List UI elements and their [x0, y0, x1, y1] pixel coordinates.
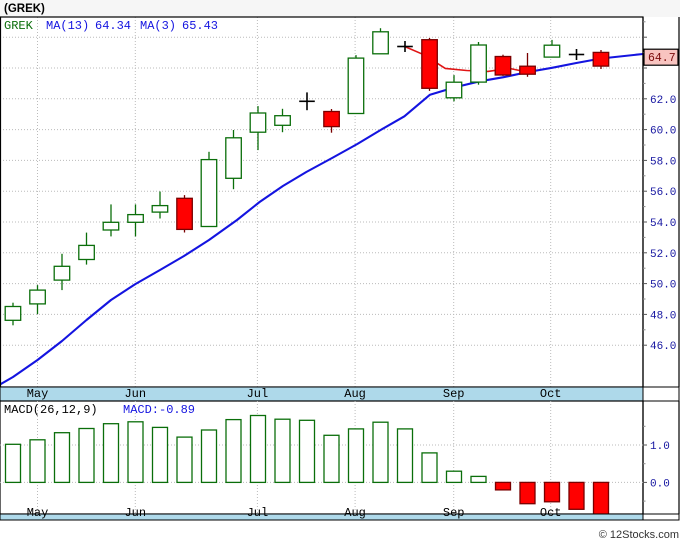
svg-text:50.0: 50.0 — [650, 280, 676, 292]
svg-text:58.0: 58.0 — [650, 156, 676, 168]
svg-text:Jun: Jun — [124, 506, 146, 520]
svg-text:0.0: 0.0 — [650, 478, 670, 490]
svg-text:52.0: 52.0 — [650, 249, 676, 261]
svg-text:Aug: Aug — [344, 387, 366, 401]
svg-text:MA(3): MA(3) — [140, 19, 176, 33]
svg-text:Sep: Sep — [443, 387, 465, 401]
svg-text:64.7: 64.7 — [648, 52, 676, 65]
svg-text:© 12Stocks.com: © 12Stocks.com — [599, 529, 679, 541]
svg-text:56.0: 56.0 — [650, 187, 676, 199]
svg-text:Sep: Sep — [443, 506, 465, 520]
svg-text:Oct: Oct — [540, 387, 562, 401]
svg-text:Oct: Oct — [540, 506, 562, 520]
svg-text:Jul: Jul — [247, 387, 269, 401]
svg-text:May: May — [27, 387, 49, 401]
svg-text:62.0: 62.0 — [650, 95, 676, 107]
svg-text:GREK: GREK — [4, 19, 34, 33]
svg-text:Jun: Jun — [124, 387, 146, 401]
svg-text:1.0: 1.0 — [650, 441, 670, 453]
svg-text:MACD:-0.89: MACD:-0.89 — [123, 403, 195, 417]
svg-text:(GREK): (GREK) — [4, 3, 45, 15]
svg-text:64.34: 64.34 — [95, 19, 131, 33]
svg-text:May: May — [27, 506, 49, 520]
svg-text:MACD(26,12,9): MACD(26,12,9) — [4, 403, 98, 417]
svg-text:60.0: 60.0 — [650, 126, 676, 138]
svg-text:Aug: Aug — [344, 506, 366, 520]
svg-text:54.0: 54.0 — [650, 218, 676, 230]
svg-text:46.0: 46.0 — [650, 341, 676, 353]
svg-text:Jul: Jul — [247, 506, 269, 520]
svg-text:MA(13): MA(13) — [46, 19, 89, 33]
svg-text:48.0: 48.0 — [650, 310, 676, 322]
svg-text:65.43: 65.43 — [182, 19, 218, 33]
